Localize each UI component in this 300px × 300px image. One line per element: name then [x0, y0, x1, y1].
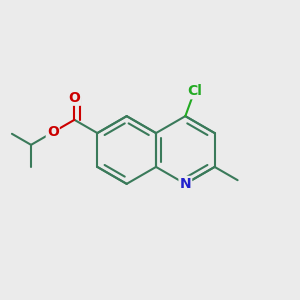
Text: O: O	[68, 91, 80, 105]
Text: Cl: Cl	[187, 84, 202, 98]
Text: N: N	[179, 177, 191, 191]
Text: O: O	[47, 125, 59, 139]
